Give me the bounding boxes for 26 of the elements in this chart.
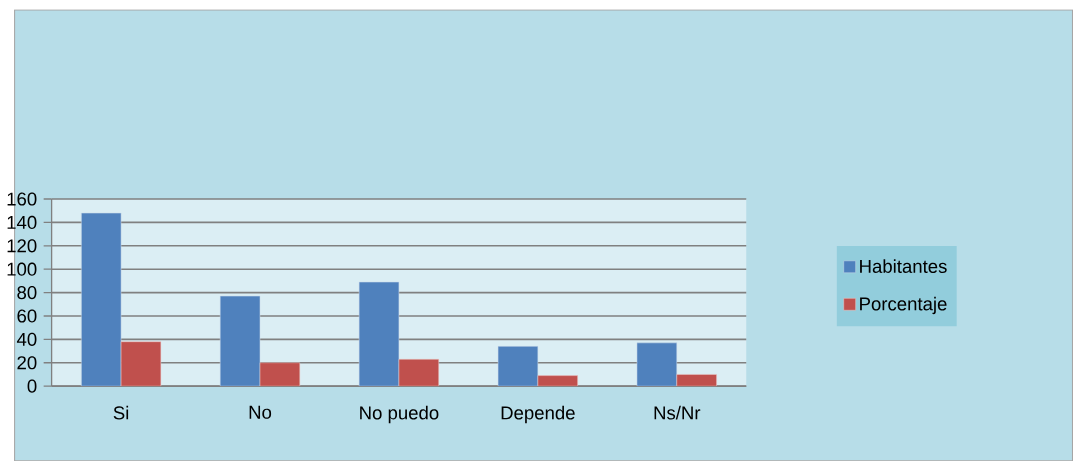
x-tick-label: No — [249, 405, 272, 419]
bar — [676, 374, 717, 386]
y-tick-label: 20 — [17, 356, 37, 370]
legend-label: Porcentaje — [860, 296, 947, 314]
bar — [81, 212, 122, 386]
x-tick-label: No puedo — [360, 405, 439, 424]
bar — [219, 295, 261, 386]
bar — [497, 345, 539, 386]
legend-label: Habitantes — [860, 259, 947, 273]
x-tick-label: Si — [113, 405, 129, 420]
bar — [259, 362, 301, 386]
y-tick-label: 100 — [7, 262, 37, 276]
bar — [120, 341, 162, 386]
y-tick-label: 60 — [17, 309, 37, 323]
y-tick-label: 40 — [16, 332, 37, 346]
bar — [537, 375, 578, 386]
y-tick-label: 160 — [7, 192, 37, 206]
bar — [358, 281, 400, 386]
y-tick-label: 80 — [17, 285, 37, 300]
bar — [636, 342, 678, 386]
x-tick-label: Ns/Nr — [654, 405, 701, 420]
bar — [398, 358, 440, 386]
x-tick-label: Depende — [501, 405, 575, 424]
y-tick-label: 140 — [7, 215, 37, 229]
y-tick-label: 120 — [7, 239, 37, 253]
y-tick-label: 0 — [27, 379, 37, 393]
